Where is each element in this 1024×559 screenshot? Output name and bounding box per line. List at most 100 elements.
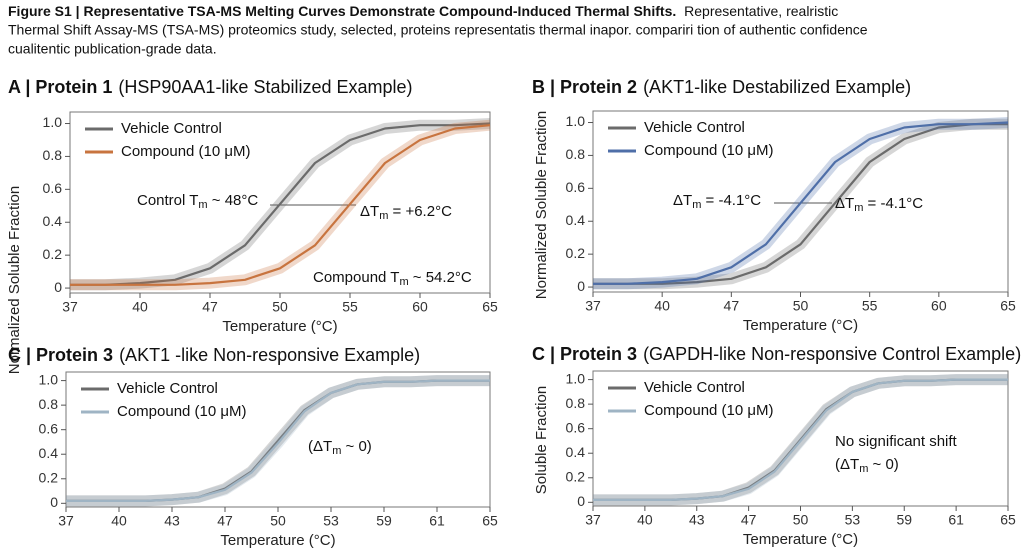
x-tick-label: 50	[793, 512, 809, 528]
panel-subtitle: (HSP90AA1-like Stabilized Example)	[118, 77, 412, 97]
annotation: Control Tm ~ 48°C	[137, 192, 258, 211]
annotation-text: = -4.1°C	[863, 195, 923, 212]
annotation-text: No significant shift	[835, 433, 958, 450]
caption-title: Figure S1 | Representative TSA-MS Meltin…	[8, 3, 676, 19]
panel-title: B | Protein 2 (AKT1-like Destabilized Exa…	[532, 77, 911, 97]
y-tick-label: 0.6	[566, 179, 586, 195]
annotation-subscript: m	[332, 445, 341, 457]
y-tick-label: 0.8	[566, 146, 586, 162]
panel-title: C | Protein 3 (GAPDH-like Non-responsive …	[532, 344, 1021, 364]
x-tick-label: 43	[164, 513, 180, 529]
x-tick-label: 50	[793, 298, 809, 314]
x-tick-label: 37	[62, 299, 78, 315]
series-line	[593, 378, 1008, 501]
legend-label: Vehicle Control	[644, 119, 745, 136]
y-tick-label: 1.0	[566, 113, 586, 129]
x-tick-label: 60	[412, 299, 428, 315]
x-tick-label: 37	[58, 513, 74, 529]
x-axis-label: Temperature (°C)	[743, 317, 858, 334]
annotation-subscript: m	[379, 210, 388, 222]
x-tick-label: 60	[931, 298, 947, 314]
annotation-text: = +6.2°C	[388, 203, 452, 220]
annotation: ΔTm = -4.1°C	[835, 195, 923, 214]
x-axis-label: Temperature (°C)	[220, 532, 335, 549]
y-tick-label: 0.2	[566, 245, 586, 261]
x-tick-label: 40	[654, 298, 670, 314]
y-tick-label: 1.0	[43, 114, 63, 130]
annotation-text: Compound T	[313, 269, 399, 286]
y-axis-label: Normalized Soluble Fraction	[533, 111, 550, 299]
panel-label: C | Protein 3	[532, 344, 637, 364]
legend-label: Compound (10 μM)	[644, 402, 774, 419]
panel-title: A | Protein 1 (HSP90AA1-like Stabilized E…	[8, 77, 413, 97]
annotation-text: (ΔT	[835, 456, 859, 473]
legend-label: Vehicle Control	[644, 379, 745, 396]
annotation-text: = -4.1°C	[701, 192, 761, 209]
x-tick-label: 47	[217, 513, 233, 529]
x-tick-label: 40	[132, 299, 148, 315]
y-tick-label: 0	[54, 279, 62, 295]
legend-label: Vehicle Control	[121, 120, 222, 137]
y-tick-label: 0.2	[39, 469, 59, 485]
x-tick-label: 59	[376, 513, 392, 529]
x-tick-label: 40	[111, 513, 127, 529]
annotation-text: ΔT	[835, 195, 854, 212]
annotation: ΔTm = -4.1°C	[673, 192, 761, 211]
y-tick-label: 0.6	[566, 419, 586, 435]
annotation-text: ~ 54.2°C	[409, 269, 472, 286]
x-tick-label: 61	[948, 512, 964, 528]
x-tick-label: 61	[429, 513, 445, 529]
legend-label: Vehicle Control	[117, 380, 218, 397]
x-axis-label: Temperature (°C)	[743, 531, 858, 548]
legend-label: Compound (10 μM)	[117, 403, 247, 420]
x-tick-label: 65	[1000, 512, 1016, 528]
confidence-band	[66, 375, 490, 507]
y-tick-label: 0.4	[43, 213, 63, 229]
panel-label: B | Protein 2	[532, 77, 637, 97]
annotation-text: ~ 48°C	[208, 192, 259, 209]
annotation-text: ΔT	[360, 203, 379, 220]
annotation-subscript: m	[859, 463, 868, 475]
y-tick-label: 0.2	[43, 246, 63, 262]
annotation: (ΔTm ~ 0)	[308, 438, 372, 457]
panel-title: C | Protein 3 (AKT1 -like Non-responsive …	[8, 345, 420, 365]
series-line	[593, 121, 1009, 285]
x-tick-label: 47	[724, 298, 740, 314]
annotation: No significant shift	[835, 433, 958, 450]
annotation: ΔTm = +6.2°C	[360, 203, 452, 222]
series-line	[70, 124, 491, 286]
annotation-text: ΔT	[673, 192, 692, 209]
y-tick-label: 0	[577, 493, 585, 509]
y-tick-label: 0.8	[39, 396, 59, 412]
y-tick-label: 0.6	[39, 420, 59, 436]
annotation-subscript: m	[198, 199, 207, 211]
annotation-text: ~ 0)	[868, 456, 898, 473]
caption-line: Figure S1 | Representative TSA-MS Meltin…	[8, 3, 838, 19]
y-tick-label: 0.6	[43, 180, 63, 196]
y-tick-label: 0.4	[566, 444, 586, 460]
x-tick-label: 53	[845, 512, 861, 528]
x-tick-label: 65	[482, 299, 498, 315]
x-tick-label: 40	[637, 512, 653, 528]
y-tick-label: 1.0	[566, 370, 586, 386]
x-tick-label: 55	[342, 299, 358, 315]
y-tick-label: 1.0	[39, 371, 59, 387]
x-tick-label: 47	[202, 299, 218, 315]
series-line	[70, 122, 491, 286]
annotation-subscript: m	[854, 202, 863, 214]
panel-label: A | Protein 1	[8, 77, 112, 97]
series-line	[593, 123, 1008, 285]
y-tick-label: 0.8	[566, 395, 586, 411]
y-tick-label: 0.4	[39, 445, 59, 461]
legend-label: Compound (10 μM)	[121, 143, 251, 160]
panel-subtitle: (GAPDH-like Non-responsive Control Examp…	[643, 344, 1021, 364]
y-axis-label: Normalized Soluble Fraction	[6, 186, 23, 374]
x-tick-label: 37	[585, 512, 601, 528]
annotation-text: Control T	[137, 192, 198, 209]
x-tick-label: 65	[482, 513, 498, 529]
x-tick-label: 50	[272, 299, 288, 315]
annotation: (ΔTm ~ 0)	[835, 456, 899, 475]
caption-text: cualitentic publication-grade data.	[8, 41, 217, 57]
x-tick-label: 65	[1000, 298, 1016, 314]
